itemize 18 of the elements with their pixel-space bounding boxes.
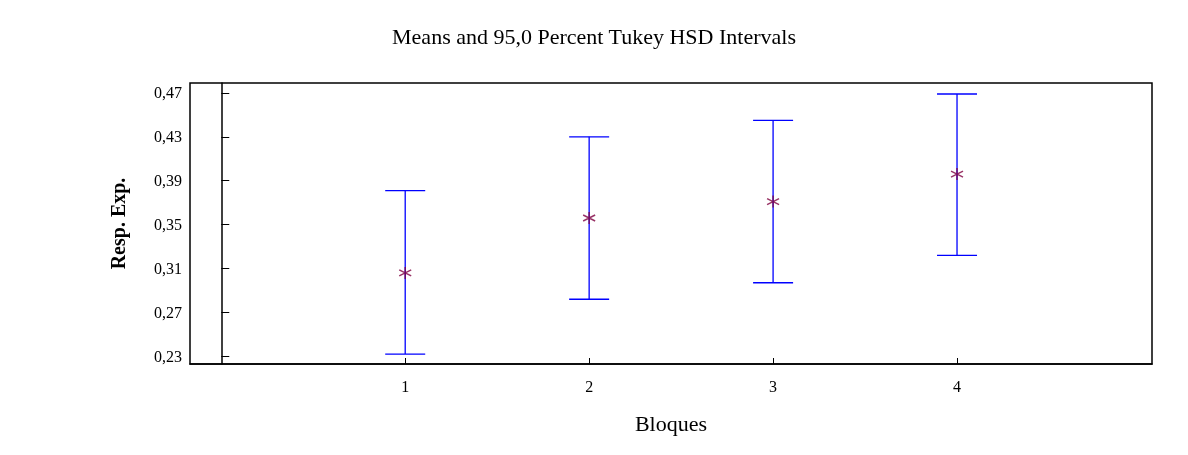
y-tick-label: 0,27: [154, 303, 182, 321]
y-axis-title: Resp. Exp.: [107, 177, 130, 270]
x-tick-label: 2: [585, 377, 594, 395]
point: [582, 211, 596, 225]
x-tick-label: 4: [953, 377, 962, 395]
x-axis-title: Bloques: [634, 410, 708, 436]
point: [398, 266, 412, 280]
x-tick-label: 3: [769, 377, 778, 395]
x-tick-label: 1: [401, 377, 410, 395]
y-tick-label: 0,23: [154, 347, 182, 365]
y-tick-label: 0,39: [154, 172, 182, 190]
y-tick-label: 0,43: [154, 128, 182, 146]
y-tick-label: 0,47: [154, 84, 182, 102]
point: [766, 194, 780, 209]
point: [950, 167, 964, 181]
chart-title: Means and 95,0 Percent Tukey HSD Intervals: [392, 23, 796, 49]
y-tick-label: 0,35: [154, 216, 182, 234]
y-tick-label: 0,31: [154, 260, 182, 277]
